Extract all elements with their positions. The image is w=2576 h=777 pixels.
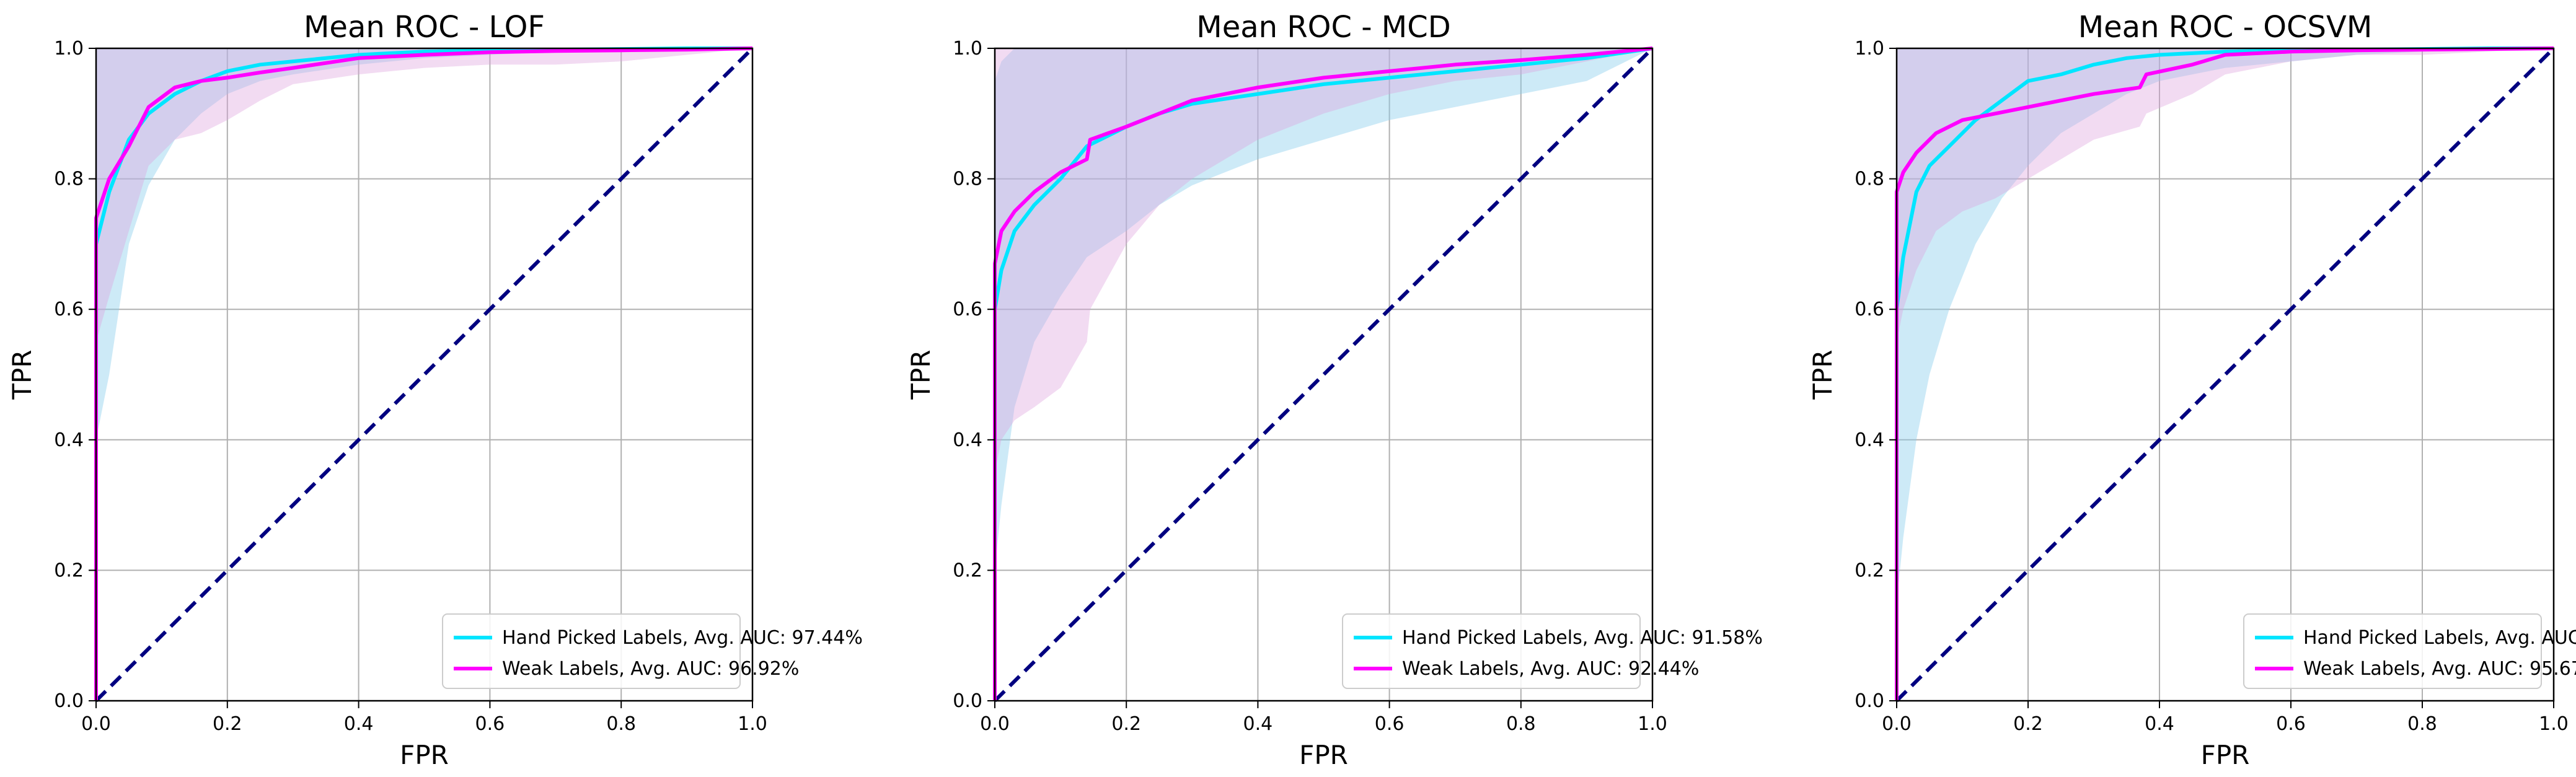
x-tick-label: 0.0 xyxy=(81,713,111,735)
x-axis-label: FPR xyxy=(2201,740,2250,770)
x-tick-label: 0.2 xyxy=(2013,713,2043,735)
legend-hand-picked-label: Hand Picked Labels, Avg. AUC: 91.58% xyxy=(1402,627,1763,649)
y-tick-label: 1.0 xyxy=(1855,38,1884,59)
legend-box xyxy=(1342,613,1641,689)
y-tick-label: 0.4 xyxy=(1855,429,1884,451)
weak-labels-roc-line xyxy=(993,46,1653,701)
chart-title: Mean ROC - OCSVM xyxy=(2078,10,2373,45)
x-tick-label: 0.8 xyxy=(1506,713,1536,735)
y-tick-label: 0.2 xyxy=(1855,560,1884,581)
y-tick-label: 0.8 xyxy=(1855,169,1884,190)
roc-panel-mean-roc-mcd: 0.0 0.2 0.4 0.6 0.8 1.0 0.0 0.2 0.4 0.6 0.8 1.0 Mean… xyxy=(906,10,1763,770)
x-tick-label: 1.0 xyxy=(1638,713,1667,735)
x-axis-label: FPR xyxy=(400,740,449,770)
hand-picked-band xyxy=(96,48,752,701)
x-tick-label: 1.0 xyxy=(2539,713,2569,735)
y-tick-label: 0.0 xyxy=(1855,690,1884,712)
weak-labels-band xyxy=(1897,48,2554,701)
legend: Hand Picked Labels, Avg. AUC: 96.15% Weak… xyxy=(2243,613,2576,689)
legend: Hand Picked Labels, Avg. AUC: 91.58% Weak… xyxy=(1342,613,1763,689)
y-tick-label: 0.4 xyxy=(54,429,84,451)
y-axis-label: TPR xyxy=(1807,349,1838,400)
x-tick-label: 0.0 xyxy=(1882,713,1912,735)
weak-labels-roc-line xyxy=(1895,46,2554,701)
y-tick-label: 0.6 xyxy=(54,299,84,320)
y-tick-label: 0.8 xyxy=(54,169,84,190)
x-tick-label: 0.2 xyxy=(1111,713,1141,735)
legend-hand-picked-label: Hand Picked Labels, Avg. AUC: 97.44% xyxy=(502,627,863,649)
chart-title: Mean ROC - MCD xyxy=(1196,10,1450,45)
y-tick-label: 0.8 xyxy=(953,169,982,190)
x-tick-label: 0.2 xyxy=(213,713,242,735)
y-tick-label: 0.2 xyxy=(953,560,982,581)
weak-labels-roc-line xyxy=(94,46,753,701)
weak-labels-band xyxy=(96,48,752,701)
chance-diagonal-line xyxy=(94,46,754,703)
y-tick-label: 0.0 xyxy=(953,690,982,712)
y-tick-label: 1.0 xyxy=(953,38,982,59)
legend-hand-picked-label: Hand Picked Labels, Avg. AUC: 96.15% xyxy=(2303,627,2576,649)
legend-box xyxy=(2243,613,2542,689)
x-tick-label: 0.4 xyxy=(344,713,374,735)
x-tick-label: 0.6 xyxy=(475,713,505,735)
x-tick-label: 0.6 xyxy=(2276,713,2306,735)
chart-title: Mean ROC - LOF xyxy=(304,10,545,45)
hand-picked-band xyxy=(1897,48,2554,701)
legend-weak-labels-label: Weak Labels, Avg. AUC: 96.92% xyxy=(502,658,799,680)
legend-weak-labels-label: Weak Labels, Avg. AUC: 92.44% xyxy=(1402,658,1699,680)
x-tick-label: 0.4 xyxy=(1243,713,1273,735)
chance-diagonal-line xyxy=(1895,46,2556,703)
x-tick-label: 1.0 xyxy=(738,713,767,735)
weak-labels-band xyxy=(995,48,1652,701)
y-tick-label: 0.4 xyxy=(953,429,982,451)
x-tick-label: 0.6 xyxy=(1375,713,1405,735)
y-tick-label: 0.6 xyxy=(953,299,982,320)
legend-box xyxy=(442,613,741,689)
x-tick-label: 0.4 xyxy=(2145,713,2174,735)
chance-diagonal-line xyxy=(993,46,1654,703)
roc-panel-mean-roc-lof: 0.0 0.2 0.4 0.6 0.8 1.0 0.0 0.2 0.4 0.6 0.8 1.0 Mean… xyxy=(7,10,863,770)
y-tick-label: 0.6 xyxy=(1855,299,1884,320)
axes-frame xyxy=(1895,47,2555,702)
y-axis-label: TPR xyxy=(7,349,37,400)
legend: Hand Picked Labels, Avg. AUC: 97.44% Weak… xyxy=(442,613,863,689)
axes-frame xyxy=(994,47,1654,702)
x-tick-label: 0.0 xyxy=(980,713,1010,735)
roc-panel-mean-roc-ocsvm: 0.0 0.2 0.4 0.6 0.8 1.0 0.0 0.2 0.4 0.6 0.8 1.0 Mean… xyxy=(1807,10,2576,770)
y-axis-label: TPR xyxy=(906,349,936,400)
x-tick-label: 0.8 xyxy=(2407,713,2437,735)
y-tick-label: 1.0 xyxy=(54,38,84,59)
axes-frame xyxy=(95,47,754,702)
x-axis-label: FPR xyxy=(1299,740,1348,770)
hand-picked-band xyxy=(995,48,1652,701)
x-tick-label: 0.8 xyxy=(606,713,636,735)
y-tick-label: 0.0 xyxy=(54,690,84,712)
legend-weak-labels-label: Weak Labels, Avg. AUC: 95.67% xyxy=(2303,658,2576,680)
y-tick-label: 0.2 xyxy=(54,560,84,581)
